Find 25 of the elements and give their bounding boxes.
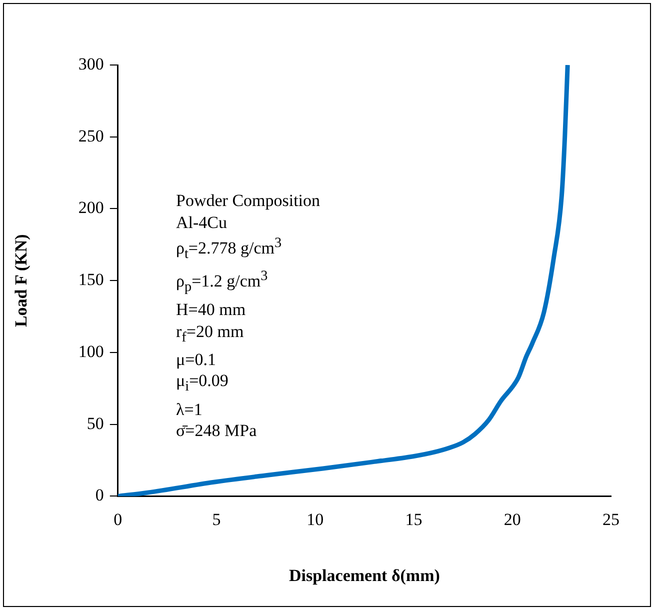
annotation: ρ$_{p}$=1.2 g/cm$^{3}$: [176, 267, 269, 298]
y-tick-label: 300: [78, 54, 104, 74]
annotation: Powder Composition: [176, 190, 320, 212]
y-tick-label: 250: [78, 126, 104, 146]
x-tick-label: 15: [405, 510, 422, 529]
x-tick-label: 20: [504, 510, 521, 529]
y-tick-label: 200: [78, 198, 104, 218]
annotation: ρ$_{t}$=2.778 g/cm$^{3}$: [176, 234, 283, 264]
annotation: H=40 mm: [176, 298, 247, 321]
annotation: r$_{f}$=20 mm: [176, 320, 245, 347]
annotation: σ̄=248 MPa: [176, 420, 258, 442]
y-tick-label: 100: [78, 342, 104, 361]
x-tick-label: 0: [114, 510, 122, 529]
annotation: Al-4Cu: [176, 212, 228, 234]
x-tick-label: 10: [306, 510, 324, 529]
x-axis-title: Displacement δ(mm): [288, 566, 440, 586]
y-axis-title: Load F (KN): [12, 234, 31, 328]
annotation: λ=1: [176, 398, 204, 420]
y-tick-label: 0: [95, 486, 104, 505]
x-tick-label: 5: [212, 510, 221, 529]
y-tick-label: 50: [86, 414, 104, 433]
x-tick-label: 25: [602, 510, 620, 529]
annotation: μ=0.1: [176, 348, 217, 370]
annotation: μ$_{i}$=0.09: [176, 370, 230, 397]
y-tick-label: 150: [78, 270, 104, 290]
